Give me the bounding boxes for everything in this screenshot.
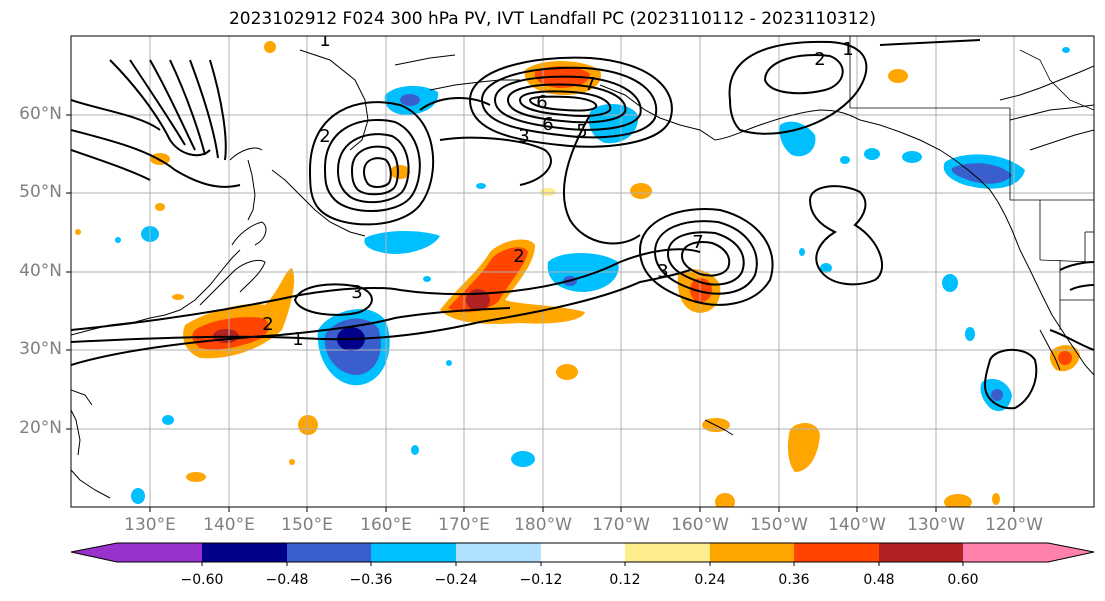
colorbar-segment-5 <box>456 543 541 562</box>
colorbar <box>70 542 1095 566</box>
colorbar-tick-label: −0.48 <box>265 572 309 588</box>
contour-label: 2 <box>513 246 524 267</box>
contour-label: 6 <box>542 114 553 135</box>
gridlines <box>71 36 1094 507</box>
lon-label-140w: 140°W <box>828 515 886 535</box>
colorbar-segment-0 <box>71 543 117 562</box>
colorbar-segment-6 <box>541 543 625 562</box>
colorbar-tick-label: −0.24 <box>434 572 478 588</box>
lon-label-170w: 170°W <box>592 515 650 535</box>
colorbar-tick-label: 0.48 <box>863 572 895 588</box>
contour-label: 2 <box>319 126 330 147</box>
contour-label: 3 <box>351 282 362 303</box>
lat-label-50n: 50°N <box>19 182 62 202</box>
colorbar-segment-7 <box>625 543 710 562</box>
colorbar-segment-8 <box>710 543 794 562</box>
lon-label-180w: 180°W <box>514 515 572 535</box>
lon-label-160e: 160°E <box>360 515 412 535</box>
coastlines <box>71 49 1094 499</box>
contour-label: 7 <box>584 74 595 95</box>
contour-label: 6 <box>536 92 547 113</box>
colorbar-tick-label: 0.12 <box>609 572 641 588</box>
lon-label-130w: 130°W <box>907 515 965 535</box>
map-title: 2023102912 F024 300 hPa PV, IVT Landfall… <box>228 9 876 29</box>
tick-marks <box>66 114 1015 512</box>
contour-label: 3 <box>657 261 668 282</box>
lat-label-40n: 40°N <box>19 261 62 281</box>
lon-label-150e: 150°E <box>281 515 333 535</box>
colorbar-segment-10 <box>879 543 963 562</box>
colorbar-segment-12 <box>1048 543 1094 562</box>
contour-label: 1 <box>319 30 330 51</box>
lon-label-170e: 170°E <box>438 515 490 535</box>
lon-label-140e: 140°E <box>203 515 255 535</box>
colorbar-segment-9 <box>794 543 879 562</box>
contour-label: 1 <box>842 39 853 60</box>
colorbar-tick-label: 0.36 <box>778 572 810 588</box>
colorbar-tick-label: −0.36 <box>349 572 393 588</box>
colorbar-segment-11 <box>963 543 1048 562</box>
contour-labels: 1 2 2 2 3 3 3 5 6 6 7 7 1 1 2 <box>262 30 853 350</box>
colorbar-tick-label: −0.60 <box>180 572 224 588</box>
pv-contours <box>71 39 1094 410</box>
negative-shading <box>115 47 1070 504</box>
colorbar-tick-label: −0.12 <box>519 572 563 588</box>
lat-label-60n: 60°N <box>19 104 62 124</box>
lon-label-160w: 160°W <box>671 515 729 535</box>
lon-label-120w: 120°W <box>985 515 1043 535</box>
political-borders <box>849 36 1094 330</box>
colorbar-tick-label: 0.24 <box>694 572 726 588</box>
colorbar-segment-2 <box>202 543 287 562</box>
colorbar-segment-3 <box>287 543 371 562</box>
lat-label-20n: 20°N <box>19 418 62 438</box>
contour-label: 5 <box>576 121 587 142</box>
colorbar-tick-label: 0.60 <box>947 572 979 588</box>
contour-label: 7 <box>692 232 703 253</box>
colorbar-segment-4 <box>371 543 456 562</box>
lon-label-130e: 130°E <box>124 515 176 535</box>
colorbar-segment-1 <box>117 543 202 562</box>
contour-label: 2 <box>814 49 825 70</box>
contour-label: 3 <box>518 126 529 147</box>
lon-label-150w: 150°W <box>750 515 808 535</box>
contour-label: 1 <box>292 329 303 350</box>
lat-label-30n: 30°N <box>19 339 62 359</box>
colorbar-outline <box>70 542 1095 563</box>
contour-label: 2 <box>262 314 273 335</box>
